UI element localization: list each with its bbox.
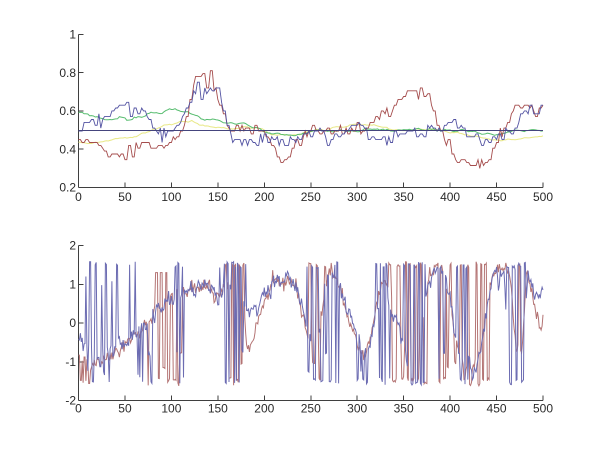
svg-text:300: 300 <box>347 190 367 204</box>
svg-text:350: 350 <box>394 402 414 416</box>
svg-text:0.2: 0.2 <box>59 181 76 195</box>
svg-text:300: 300 <box>347 402 367 416</box>
svg-text:200: 200 <box>254 402 274 416</box>
svg-text:100: 100 <box>161 402 181 416</box>
svg-text:50: 50 <box>118 402 132 416</box>
svg-text:0: 0 <box>75 402 82 416</box>
svg-text:400: 400 <box>440 402 460 416</box>
svg-text:350: 350 <box>394 190 414 204</box>
svg-text:200: 200 <box>254 190 274 204</box>
svg-text:150: 150 <box>208 190 228 204</box>
svg-text:150: 150 <box>208 402 228 416</box>
svg-text:1: 1 <box>69 28 76 42</box>
svg-text:2: 2 <box>69 239 76 253</box>
svg-text:400: 400 <box>440 190 460 204</box>
svg-text:500: 500 <box>533 402 553 416</box>
svg-text:250: 250 <box>301 402 321 416</box>
svg-text:450: 450 <box>487 190 507 204</box>
svg-text:500: 500 <box>533 190 553 204</box>
svg-text:0.8: 0.8 <box>59 66 76 80</box>
svg-text:100: 100 <box>161 190 181 204</box>
svg-text:1: 1 <box>69 277 76 291</box>
svg-text:250: 250 <box>301 190 321 204</box>
svg-text:-2: -2 <box>65 394 76 408</box>
svg-text:0: 0 <box>75 190 82 204</box>
svg-text:450: 450 <box>487 402 507 416</box>
svg-text:0.4: 0.4 <box>59 142 76 156</box>
svg-text:50: 50 <box>118 190 132 204</box>
svg-text:0: 0 <box>69 316 76 330</box>
svg-text:0.6: 0.6 <box>59 104 76 118</box>
svg-text:-1: -1 <box>65 355 76 369</box>
